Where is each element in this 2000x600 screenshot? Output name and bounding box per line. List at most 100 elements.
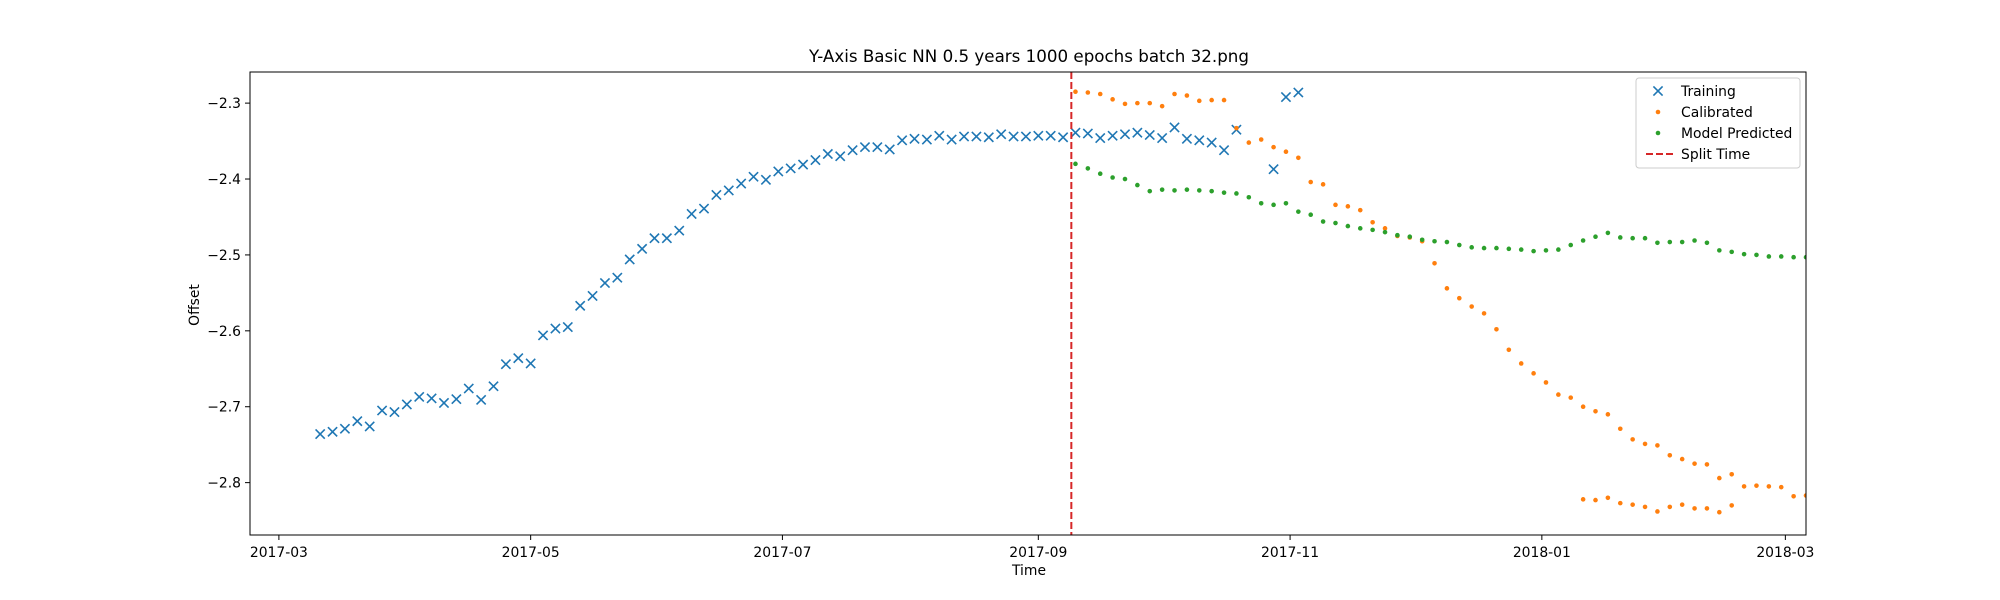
calibrated-point [1110, 97, 1115, 102]
y-tick-label: −2.3 [207, 96, 241, 112]
model-predicted-point [1506, 246, 1512, 252]
model-predicted-point [1110, 175, 1115, 180]
calibrated-point [1729, 471, 1735, 477]
model-predicted-point [1097, 171, 1103, 177]
training-point [1008, 131, 1019, 142]
calibrated-point [1518, 361, 1524, 366]
training-point [1033, 130, 1044, 141]
model-predicted-point [1122, 176, 1128, 182]
calibrated-point [1172, 91, 1177, 97]
training-point [723, 185, 734, 196]
calibrated-point [1494, 327, 1499, 332]
legend-entry: Training [1652, 84, 1736, 100]
calibrated-point [1444, 286, 1450, 291]
training-point [537, 330, 549, 341]
model-predicted-point [1159, 187, 1165, 192]
model-predicted-point [1370, 227, 1375, 233]
training-point [389, 406, 400, 418]
legend-label: Model Predicted [1681, 126, 1792, 142]
training-point [760, 174, 772, 185]
training-point [661, 233, 673, 244]
calibrated-point [1556, 392, 1561, 397]
model-predicted-point [1729, 249, 1735, 255]
calibrated-point [1357, 207, 1363, 213]
model-predicted-point [1246, 194, 1252, 200]
training-point [946, 134, 957, 145]
y-tick-label: −2.7 [207, 400, 241, 416]
calibrated-point [1617, 500, 1623, 506]
model-predicted-point [1518, 247, 1524, 252]
model-predicted-point [1419, 237, 1425, 243]
axes-frame [249, 71, 1807, 536]
training-point [1194, 135, 1205, 146]
training-point [686, 208, 697, 220]
calibrated-point [1754, 483, 1759, 488]
calibrated-point [1692, 461, 1697, 466]
training-point [1268, 163, 1279, 175]
legend-label: Split Time [1681, 147, 1750, 163]
model-predicted-point [1234, 191, 1239, 196]
calibrated-point [1320, 182, 1326, 187]
training-point [785, 163, 796, 174]
model-predicted-point [1741, 251, 1747, 257]
training-point [1156, 132, 1168, 144]
legend-entry: Calibrated [1655, 105, 1753, 121]
calibrated-point [1209, 97, 1214, 103]
model-predicted-point [1630, 235, 1635, 241]
calibrated-point [1457, 295, 1462, 301]
training-point [587, 290, 598, 302]
model-predicted-point [1803, 254, 1806, 260]
training-point [426, 393, 437, 404]
training-point [463, 383, 474, 394]
calibrated-point [1580, 497, 1586, 502]
calibrated-point [1593, 408, 1598, 414]
calibrated-point [1580, 404, 1586, 410]
model-predicted-point [1172, 188, 1177, 193]
training-point [500, 359, 512, 370]
model-predicted-point [1085, 166, 1091, 171]
model-predicted-point [1320, 219, 1326, 224]
training-point [835, 151, 846, 162]
calibrated-point [1655, 509, 1660, 514]
data-marks [314, 72, 1806, 535]
training-point [376, 405, 388, 416]
x-tick-label: 2017-09 [1009, 545, 1067, 561]
training-point [314, 428, 326, 440]
model-predicted-point [1258, 201, 1264, 206]
training-point [414, 391, 425, 403]
calibrated-point [1271, 144, 1276, 150]
training-point [575, 300, 586, 311]
model-predicted-point [1308, 212, 1314, 217]
model-predicted-point [1679, 239, 1685, 245]
legend-entry: Split Time [1646, 147, 1750, 163]
calibrated-point [1778, 484, 1784, 490]
y-tick-label: −2.6 [207, 324, 241, 340]
training-point [624, 254, 635, 265]
model-predicted-point [1605, 230, 1611, 236]
calibrated-point [1296, 155, 1301, 161]
calibrated-point [1345, 204, 1351, 209]
training-point [847, 145, 858, 156]
training-point [451, 393, 462, 405]
plot-area [314, 72, 1806, 535]
training-point [872, 141, 883, 153]
training-point [698, 203, 710, 214]
model-predicted-point [1717, 248, 1722, 253]
model-predicted-point [1382, 229, 1388, 235]
training-point [711, 189, 722, 201]
training-point [797, 159, 809, 170]
calibrated-point [1543, 380, 1549, 385]
x-axis-label: Time [1011, 563, 1046, 579]
model-predicted-point [1655, 240, 1660, 246]
model-predicted-point [1395, 232, 1400, 238]
y-tick-label: −2.4 [207, 172, 241, 188]
model-predicted-point [1667, 239, 1673, 245]
x-tick-label: 2018-03 [1756, 545, 1814, 561]
calibrated-point [1122, 101, 1128, 107]
legend-marker-x [1652, 85, 1664, 97]
calibrated-point [1097, 91, 1103, 97]
model-predicted-point [1556, 247, 1561, 252]
model-predicted-point [1432, 238, 1437, 244]
training-point [562, 321, 573, 333]
